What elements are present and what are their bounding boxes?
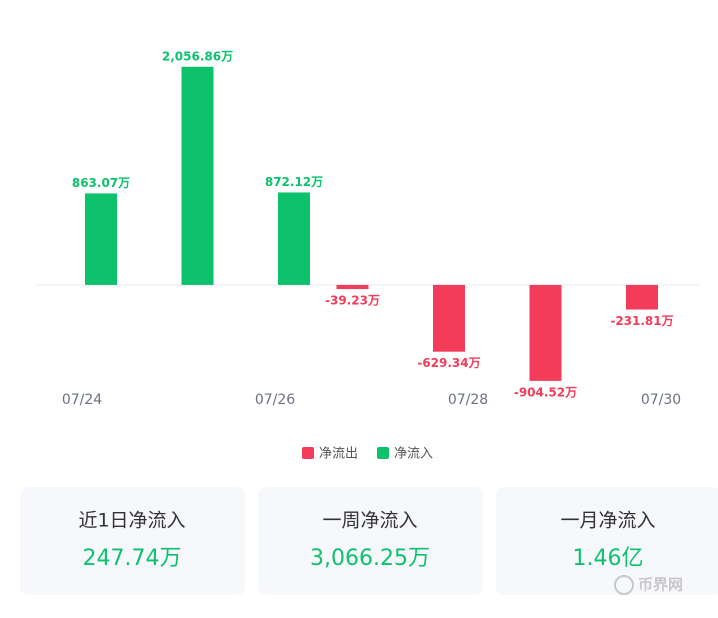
- card: [258, 487, 483, 595]
- x-tick-label: 07/26: [255, 392, 295, 408]
- value-label: 863.07万: [72, 176, 130, 190]
- card-value: 3,066.25万: [310, 546, 430, 571]
- card-label: 一月净流入: [560, 510, 655, 532]
- card: [20, 487, 245, 595]
- card-value: 247.74万: [83, 546, 182, 571]
- value-label: -231.81万: [610, 314, 673, 328]
- watermark: 币界网: [638, 576, 683, 594]
- x-tick-label: 07/28: [448, 392, 488, 408]
- card-value: 1.46亿: [573, 546, 644, 571]
- card: [496, 487, 718, 595]
- bar: [336, 284, 369, 290]
- bar: [529, 284, 562, 381]
- legend-swatch: [377, 447, 389, 459]
- summary-cards: [20, 487, 718, 595]
- legend-swatch: [302, 447, 314, 459]
- x-tick-label: 07/24: [62, 392, 102, 408]
- bar: [278, 192, 310, 285]
- value-label: 872.12万: [265, 175, 323, 189]
- legend-label: 净流出: [319, 447, 358, 462]
- value-label: -904.52万: [514, 385, 577, 399]
- value-label: -629.34万: [417, 356, 480, 370]
- bar: [181, 66, 214, 285]
- bar: [85, 193, 117, 285]
- card-label: 近1日净流入: [78, 510, 185, 532]
- legend-label: 净流入: [394, 447, 433, 462]
- watermark-icon: [614, 575, 634, 595]
- bar: [626, 284, 658, 310]
- card-label: 一周净流入: [322, 510, 417, 532]
- x-tick-label: 07/30: [641, 392, 681, 408]
- bar: [433, 284, 465, 352]
- value-label: 2,056.86万: [162, 49, 233, 63]
- value-label: -39.23万: [325, 294, 380, 308]
